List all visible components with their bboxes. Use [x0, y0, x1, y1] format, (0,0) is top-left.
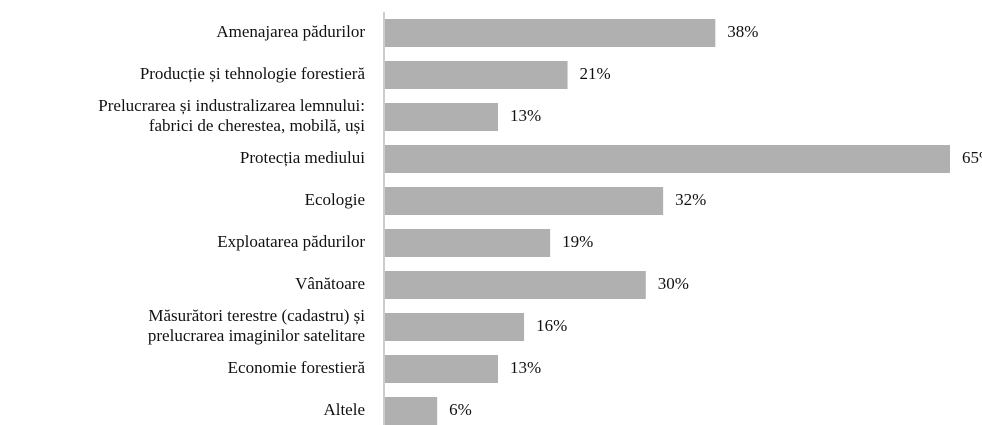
bar: [385, 229, 551, 257]
value-label: 38%: [727, 22, 758, 41]
value-label: 6%: [449, 400, 472, 419]
bar: [385, 355, 498, 383]
bar: [385, 19, 716, 47]
value-label: 21%: [580, 64, 611, 83]
bar: [385, 271, 646, 299]
category-label: Măsurători terestre (cadastru) și prelucr…: [148, 306, 365, 345]
category-label: Protecția mediului: [240, 148, 365, 167]
category-label: Prelucrarea și industralizarea lemnului:…: [98, 96, 365, 135]
value-label: 32%: [675, 190, 706, 209]
value-label: 19%: [562, 232, 593, 251]
bar: [385, 103, 498, 131]
category-label: Amenajarea pădurilor: [216, 22, 365, 41]
bar: [385, 313, 525, 341]
category-label: Exploatarea pădurilor: [217, 232, 365, 251]
value-label: 13%: [510, 358, 541, 377]
value-label: 16%: [536, 316, 567, 335]
value-label: 13%: [510, 106, 541, 125]
category-label: Economie forestieră: [228, 358, 366, 377]
bar: [385, 145, 950, 173]
bar: [385, 61, 568, 89]
category-label: Producție și tehnologie forestieră: [140, 64, 366, 83]
bar: [385, 187, 664, 215]
category-label: Ecologie: [305, 190, 365, 209]
value-label: 65%: [962, 148, 982, 167]
value-label: 30%: [658, 274, 689, 293]
category-label: Vânătoare: [295, 274, 365, 293]
bar: [385, 397, 438, 425]
category-label: Altele: [323, 400, 365, 419]
